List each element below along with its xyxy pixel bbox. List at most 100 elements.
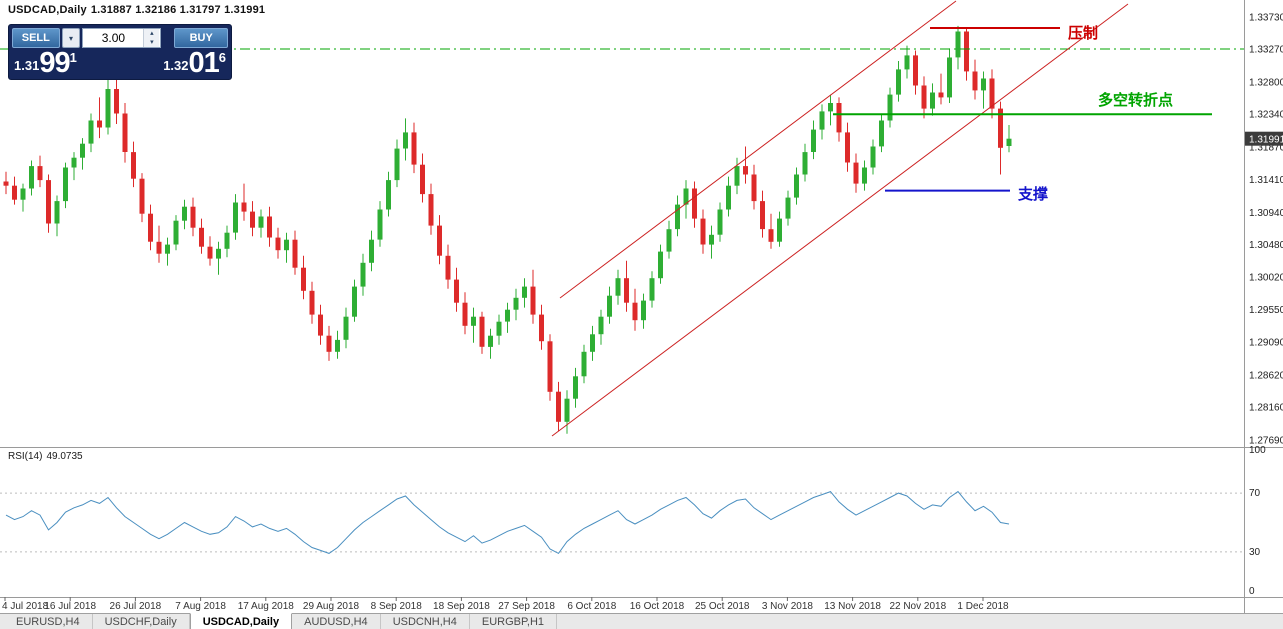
chart-symbol-label: USDCAD,Daily (8, 4, 87, 16)
rsi-line (5, 490, 1010, 555)
candle-body (955, 31, 961, 58)
candle-body (122, 113, 128, 152)
candle-body (394, 148, 400, 181)
candle-body (420, 164, 425, 195)
candle-body (216, 248, 221, 259)
spinner-up-icon[interactable]: ▴ (150, 30, 154, 37)
candle-body (972, 71, 978, 91)
candle-body (802, 152, 808, 175)
volume-preset-dropdown[interactable]: ▾ (61, 28, 81, 48)
candle-body (12, 185, 17, 200)
price-axis-label: 1.31410 (1249, 175, 1283, 186)
rsi-axis-label: 70 (1249, 488, 1261, 499)
candle-body (981, 78, 986, 91)
chart-tabs-bar: EURUSD,H4 USDCHF,Daily USDCAD,Daily AUDUSD,… (0, 613, 1283, 629)
candle-body (641, 300, 646, 321)
price-axis-label: 1.32800 (1249, 78, 1283, 89)
candle-body (624, 278, 629, 303)
candle-body (241, 202, 247, 212)
candle-body (309, 290, 315, 315)
spinner-down-icon[interactable]: ▾ (150, 39, 154, 46)
price-axis-label: 1.29550 (1249, 305, 1283, 316)
candle-body (156, 241, 162, 254)
candle-body (573, 376, 578, 399)
candle-body (836, 103, 842, 133)
chart-tab-USDCHF-Daily[interactable]: USDCHF,Daily (93, 614, 190, 629)
sell-button[interactable]: SELL (12, 28, 60, 48)
chart-ohlc-values: 1.31887 1.32186 1.31797 1.31991 (90, 4, 266, 16)
chart-tab-EURUSD-H4[interactable]: EURUSD,H4 (4, 614, 93, 629)
candle-body (547, 341, 553, 392)
candle-body (411, 132, 417, 165)
candle-body (760, 201, 765, 230)
candle-body (726, 185, 731, 210)
candle-body (488, 335, 493, 347)
chart-tab-EURGBP-H1[interactable]: EURGBP,H1 (470, 614, 558, 629)
volume-input[interactable] (83, 29, 144, 47)
candle-body (20, 188, 26, 200)
quote-row: 1.31 99 1 1.32 01 6 (12, 47, 228, 79)
candle-body (649, 278, 655, 301)
candle-body (683, 188, 689, 205)
candle-body (3, 181, 9, 186)
price-axis-label: 1.30020 (1249, 272, 1283, 283)
rsi-axis-label: 100 (1249, 445, 1266, 456)
candle-body (998, 108, 1003, 148)
candle-body (267, 216, 272, 238)
chart-tab-USDCNH-H4[interactable]: USDCNH,H4 (381, 614, 470, 629)
candle-body (199, 227, 204, 247)
candle-body (930, 92, 935, 109)
candle-body (862, 167, 867, 184)
candle-body (768, 229, 774, 242)
chart-tab-AUDUSD-H4[interactable]: AUDUSD,H4 (292, 614, 381, 629)
ask-big-digits: 01 (188, 47, 220, 79)
rsi-axis-label: 30 (1249, 547, 1261, 558)
price-axis-label: 1.30480 (1249, 240, 1283, 251)
candle-body (54, 201, 60, 224)
candle-body (479, 316, 485, 347)
candle-body (794, 174, 799, 198)
candle-body (63, 167, 68, 202)
one-click-trading-panel: SELL ▾ ▴ ▾ BUY 1.31 99 1 1.32 01 (8, 24, 232, 80)
candle-body (530, 286, 536, 315)
time-axis-label: 25 Oct 2018 (695, 601, 750, 612)
volume-spinner: ▴ ▾ (143, 29, 160, 47)
time-axis-label: 1 Dec 2018 (957, 601, 1009, 612)
bid-prefix: 1.31 (14, 58, 40, 73)
candle-body (71, 157, 77, 168)
candle-body (301, 267, 306, 291)
candle-body (190, 206, 196, 228)
candle-body (326, 335, 332, 352)
candle-body (445, 255, 451, 280)
annotation-label-support: 支撑 (1017, 185, 1048, 203)
candle-body (853, 162, 859, 184)
time-axis[interactable] (0, 598, 1244, 613)
candle-body (938, 92, 944, 98)
candle-body (318, 314, 323, 336)
time-axis-label: 3 Nov 2018 (762, 601, 814, 612)
current-price-badge (1245, 131, 1283, 146)
indicator-label: RSI(14) 49.0735 (8, 451, 83, 462)
time-axis-label: 13 Nov 2018 (824, 601, 881, 612)
candle-body (947, 57, 952, 98)
candle-body (165, 244, 170, 254)
buy-button[interactable]: BUY (174, 28, 228, 48)
candle-body (887, 94, 893, 121)
indicator-value: 49.0735 (46, 451, 83, 462)
rsi-axis-label: 0 (1249, 586, 1255, 597)
bid-pip-digit: 1 (69, 50, 77, 65)
chart-tab-USDCAD-Daily[interactable]: USDCAD,Daily (189, 613, 293, 629)
candle-body (632, 302, 638, 321)
candle-body (403, 132, 408, 149)
candle-body (114, 89, 119, 114)
candle-body (921, 85, 927, 109)
price-axis[interactable] (1244, 0, 1283, 597)
candle-body (369, 239, 374, 263)
candle-body (292, 239, 298, 268)
candle-body (37, 166, 43, 181)
candle-body (335, 339, 340, 352)
ask-pip-digit: 6 (218, 50, 226, 65)
candle-body (913, 55, 918, 86)
candle-body (343, 316, 349, 340)
